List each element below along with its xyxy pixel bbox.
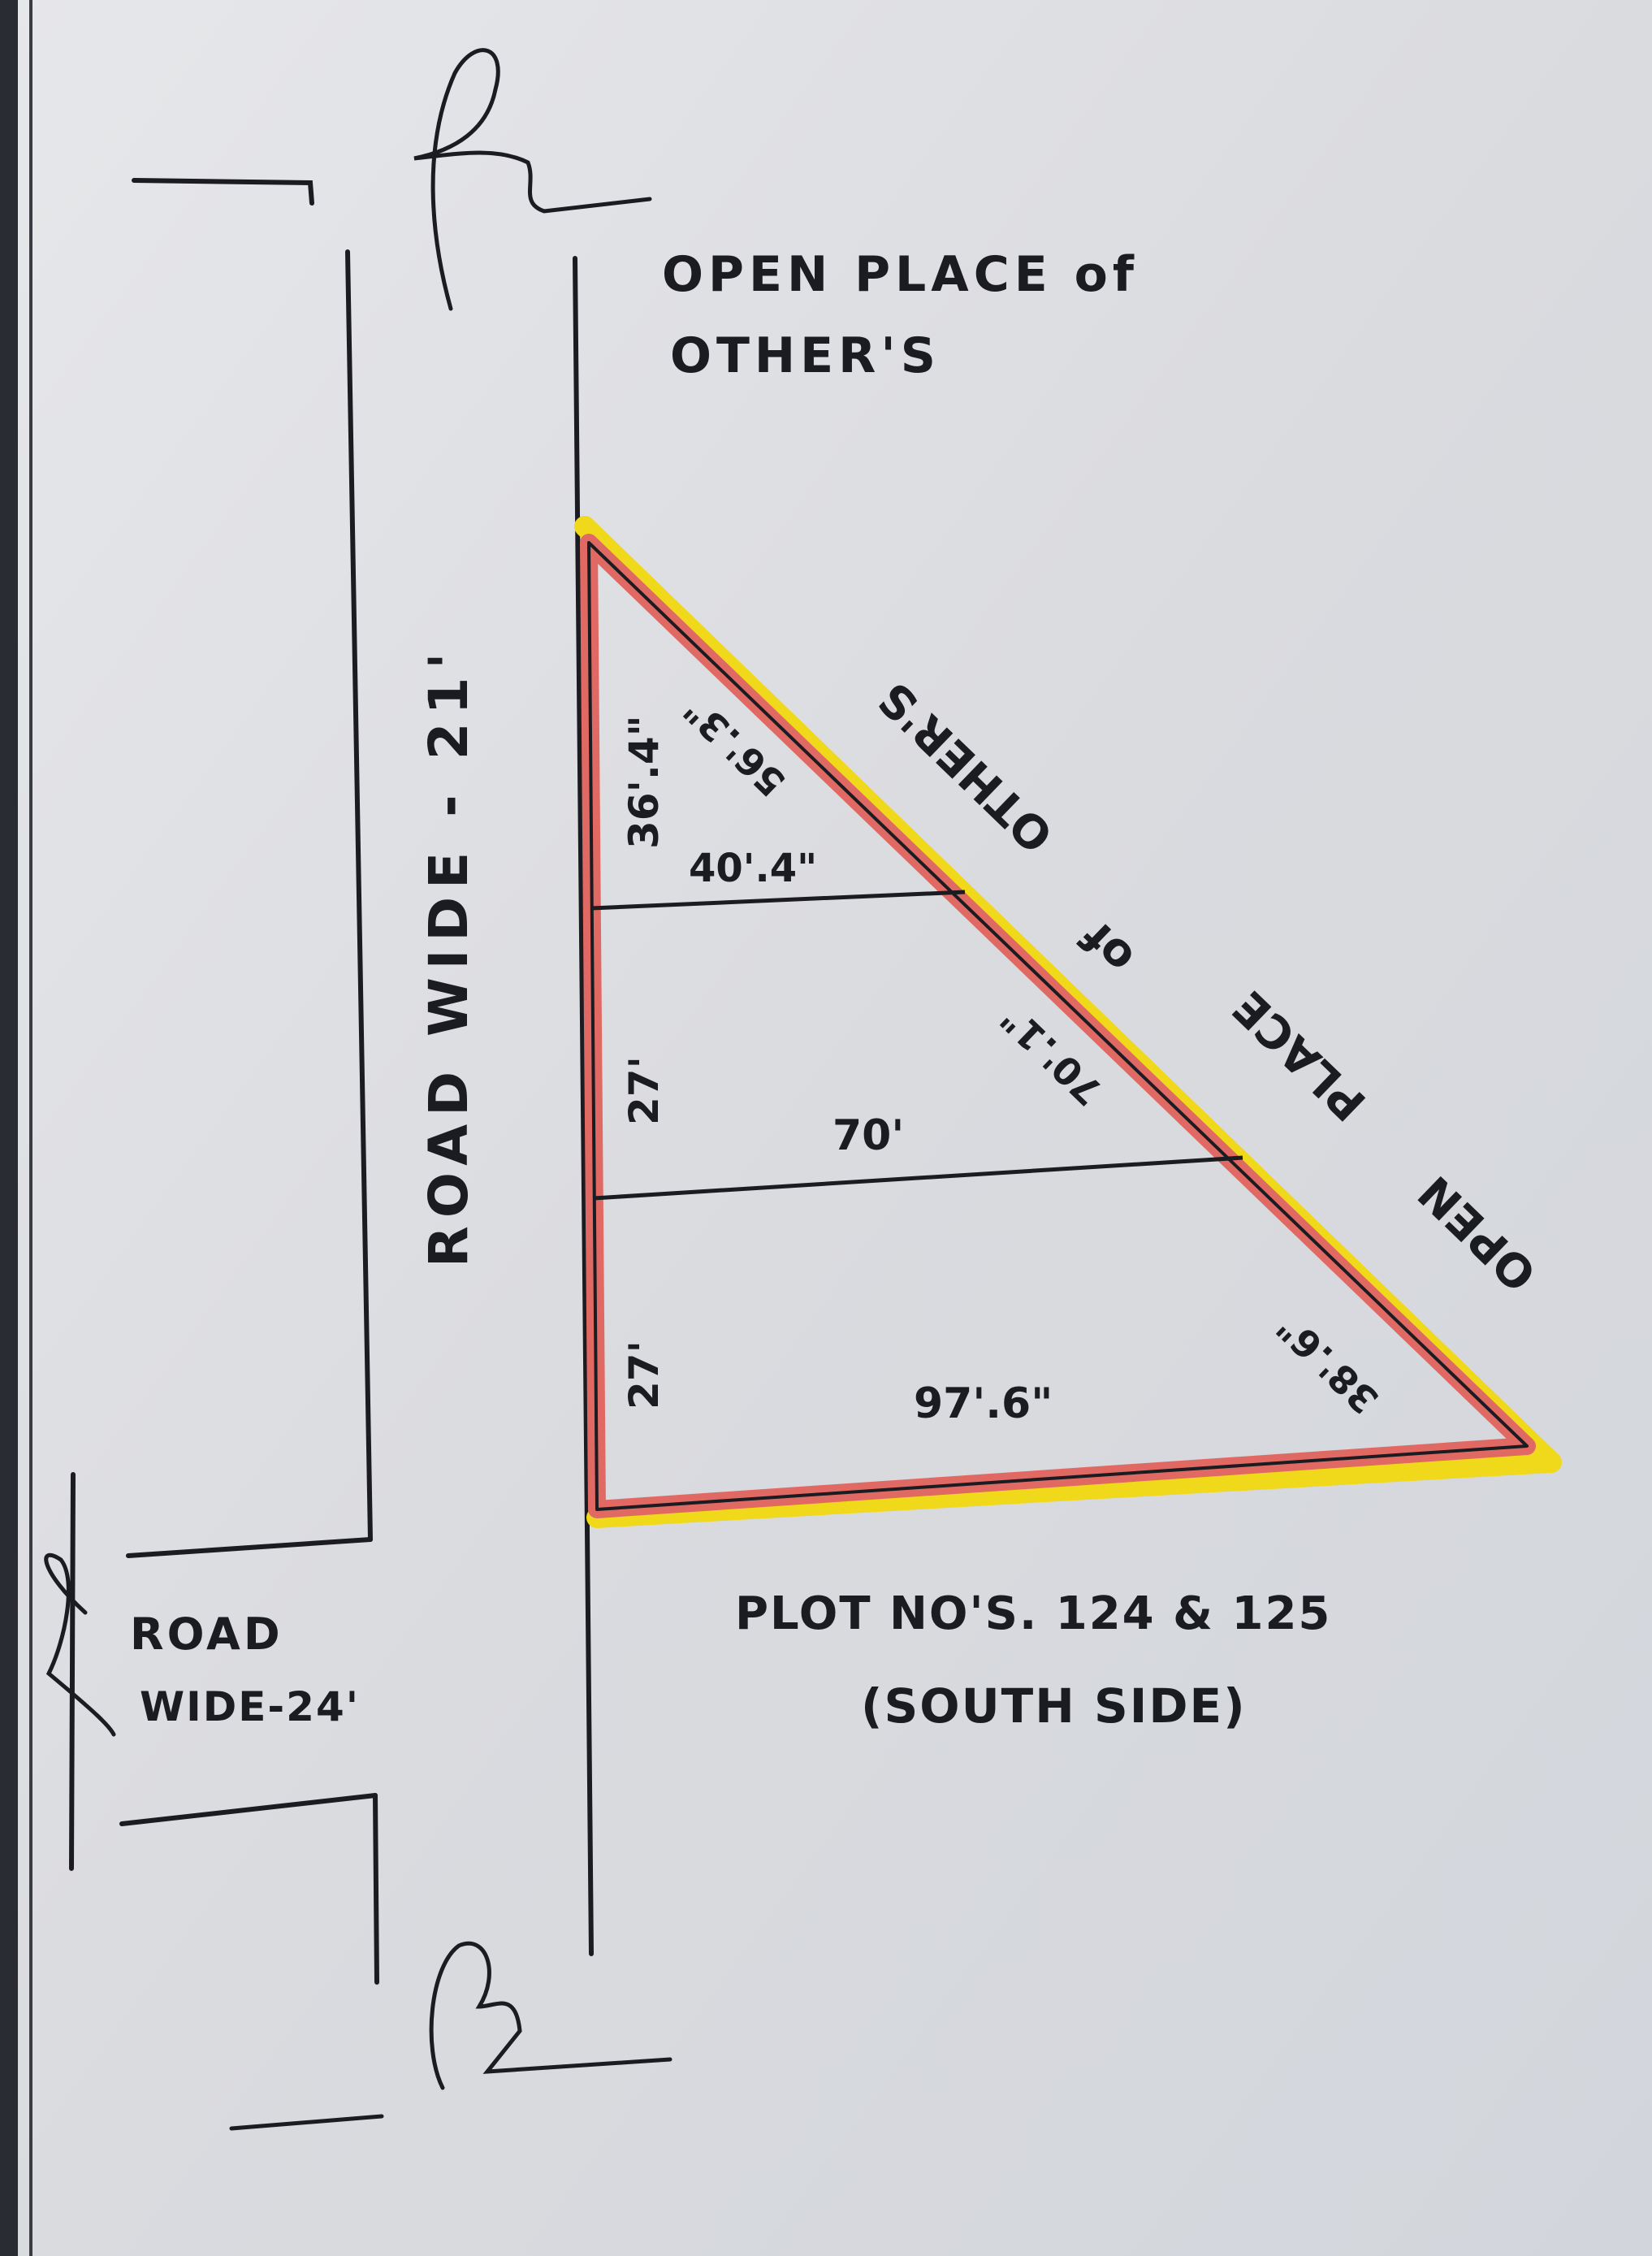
road-lines <box>69 178 594 1985</box>
plot-number-line2: (SOUTH SIDE) <box>861 1678 1247 1734</box>
dim-width-2: 70' <box>832 1111 904 1160</box>
dim-left-bottom: 27' <box>621 1340 668 1409</box>
plot-boundary <box>574 516 1562 1528</box>
open-place-line1: OPEN PLACE of <box>662 246 1139 303</box>
partition-lines <box>590 890 1243 1201</box>
signature-marks <box>44 48 672 2131</box>
open-place-line2: OTHER'S <box>670 327 941 384</box>
road-wide-24-line2: WIDE-24' <box>140 1683 360 1730</box>
open-place-label: OPEN PLACE of OTHER'S <box>662 246 1139 384</box>
plot-number-line1: PLOT NO'S. 124 & 125 <box>735 1587 1331 1640</box>
road-wide-24-label: ROAD WIDE-24' <box>130 1609 360 1730</box>
dim-width-3: 97'.6" <box>914 1379 1053 1428</box>
dim-left-mid: 27' <box>621 1056 668 1125</box>
dim-left-top: 36'.4" <box>621 715 668 849</box>
dim-width-1: 40'.4" <box>689 846 817 891</box>
binder-edge <box>0 0 18 2256</box>
plot-number-label: PLOT NO'S. 124 & 125 (SOUTH SIDE) <box>735 1587 1331 1734</box>
road-wide-21-label: ROAD WIDE - 21' <box>417 644 480 1267</box>
road-wide-24-line1: ROAD <box>130 1609 283 1660</box>
